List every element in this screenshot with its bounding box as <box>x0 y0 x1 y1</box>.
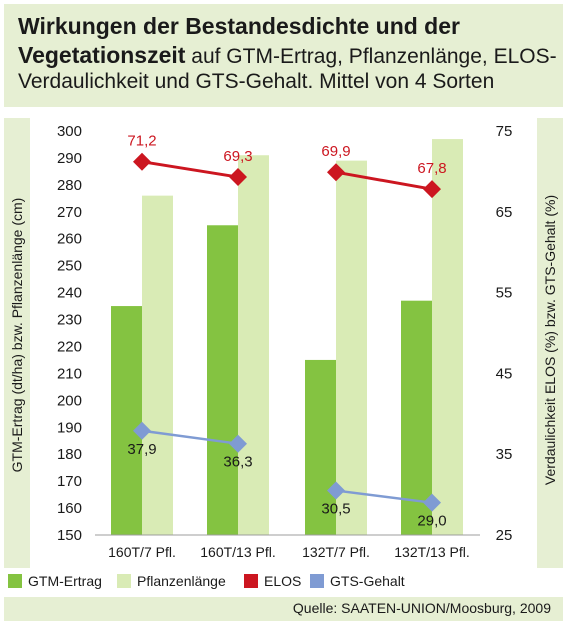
gts-gehalt-line <box>335 489 433 504</box>
left-tick-label: 150 <box>57 527 82 544</box>
bar-pflanzenlaenge <box>336 160 367 536</box>
left-tick-label: 190 <box>57 419 82 436</box>
legend-item-gts: GTS-Gehalt <box>310 572 405 590</box>
legend-label-elos: ELOS <box>264 573 302 589</box>
source-panel: Quelle: SAATEN-UNION/Moosburg, 2009 <box>4 597 563 621</box>
x-tick-label: 132T/7 Pfl. <box>302 544 370 560</box>
right-axis-panel <box>537 118 563 568</box>
left-tick-label: 200 <box>57 392 82 409</box>
gts-gehalt-data-label: 29,0 <box>417 513 446 530</box>
gts-gehalt-data-label: 36,3 <box>223 454 252 471</box>
x-tick-label: 132T/13 Pfl. <box>394 544 470 560</box>
elos-marker <box>327 163 345 182</box>
legend-item-elos: ELOS <box>244 572 301 590</box>
left-axis-panel <box>4 118 30 568</box>
right-tick-label: 45 <box>496 365 513 382</box>
left-tick-label: 260 <box>57 231 82 248</box>
legend-swatch-gtm <box>8 574 22 588</box>
bar-pflanzenlaenge <box>432 139 463 535</box>
elos-marker <box>229 168 247 187</box>
left-tick-label: 300 <box>57 123 82 140</box>
elos-marker <box>133 152 151 171</box>
legend-label-gtm: GTM-Ertrag <box>28 573 102 589</box>
x-tick-label: 160T/13 Pfl. <box>200 544 276 560</box>
bar-gtm-ertrag <box>111 306 142 535</box>
gts-gehalt-data-label: 37,9 <box>127 441 156 458</box>
chart-title-normal: auf GTM-Ertrag, Pflanzenlänge, ELOS-Verd… <box>18 44 557 94</box>
left-tick-label: 240 <box>57 285 82 302</box>
elos-line <box>141 160 239 179</box>
gts-gehalt-marker <box>133 421 151 440</box>
right-tick-label: 75 <box>496 123 513 140</box>
legend-swatch-pflanzen <box>117 574 131 588</box>
gts-gehalt-marker <box>423 493 441 512</box>
bar-gtm-ertrag <box>401 300 432 535</box>
left-tick-label: 160 <box>57 500 82 517</box>
legend-swatch-elos <box>244 574 258 588</box>
gts-gehalt-line <box>141 429 239 445</box>
gts-gehalt-marker <box>229 434 247 453</box>
elos-data-label: 71,2 <box>127 133 156 150</box>
legend-item-gtm: GTM-Ertrag <box>8 572 102 590</box>
left-tick-label: 170 <box>57 473 82 490</box>
right-tick-label: 55 <box>496 285 513 302</box>
right-tick-label: 35 <box>496 446 513 463</box>
left-tick-label: 180 <box>57 446 82 463</box>
left-tick-label: 220 <box>57 338 82 355</box>
bar-gtm-ertrag <box>207 225 238 535</box>
bar-gtm-ertrag <box>305 359 336 535</box>
left-tick-label: 270 <box>57 204 82 221</box>
left-tick-label: 290 <box>57 150 82 167</box>
bar-pflanzenlaenge <box>238 155 269 536</box>
gts-gehalt-marker <box>327 481 345 500</box>
left-tick-label: 280 <box>57 177 82 194</box>
left-tick-label: 250 <box>57 258 82 275</box>
elos-line <box>335 170 433 191</box>
legend-swatch-gts <box>310 574 324 588</box>
x-tick-label: 160T/7 Pfl. <box>108 544 176 560</box>
bar-pflanzenlaenge <box>142 195 173 535</box>
elos-marker <box>423 180 441 199</box>
source-note: Quelle: SAATEN-UNION/Moosburg, 2009 <box>292 600 551 616</box>
right-tick-label: 65 <box>496 204 513 221</box>
right-axis-title: Verdaulichkeit ELOS (%) bzw. GTS-Gehalt … <box>542 195 558 485</box>
right-tick-label: 25 <box>496 527 513 544</box>
left-tick-label: 230 <box>57 312 82 329</box>
legend-item-pflanzen: Pflanzenlänge <box>117 572 226 590</box>
legend-label-gts: GTS-Gehalt <box>330 573 405 589</box>
elos-data-label: 69,9 <box>321 143 350 160</box>
legend-label-pflanzen: Pflanzenlänge <box>137 573 226 589</box>
elos-data-label: 67,8 <box>417 160 446 177</box>
gts-gehalt-data-label: 30,5 <box>321 501 350 518</box>
elos-data-label: 69,3 <box>223 148 252 165</box>
title-panel: Wirkungen der Bestandesdichte und der Ve… <box>4 4 563 107</box>
chart-title-bold: Wirkungen der Bestandesdichte und der Ve… <box>18 13 460 68</box>
left-axis-title: GTM-Ertrag (dt/ha) bzw. Pflanzenlänge (c… <box>9 198 25 473</box>
left-tick-label: 210 <box>57 365 82 382</box>
chart-title: Wirkungen der Bestandesdichte und der Ve… <box>18 12 558 95</box>
